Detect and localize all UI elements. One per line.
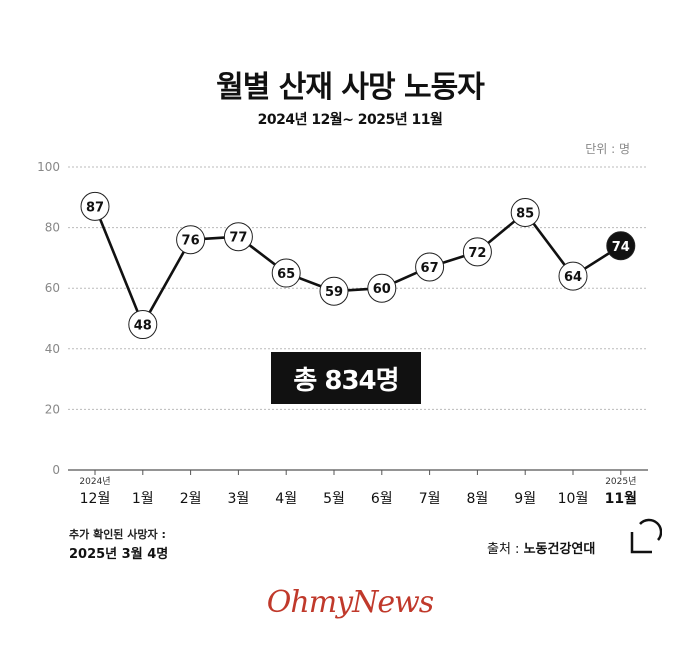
y-tick-label: 40	[45, 342, 60, 356]
total-label: 총 834명	[271, 352, 421, 404]
note-line-2: 2025년 3월 4명	[69, 547, 169, 562]
source-name: 노동건강연대	[523, 542, 596, 557]
data-point	[367, 273, 397, 303]
source-credit: 출처 : 노동건강연대	[487, 538, 595, 557]
ohmynews-logo: OhmyNews	[266, 585, 434, 620]
data-point	[176, 225, 206, 255]
data-point	[558, 261, 588, 291]
x-year-label: 2025년	[605, 476, 636, 487]
data-label: 60	[373, 282, 391, 297]
data-point	[223, 222, 253, 252]
unit-label: 단위 : 명	[585, 142, 630, 156]
y-tick-label: 80	[45, 221, 60, 235]
data-label: 87	[86, 200, 104, 215]
x-tick-label: 7월	[419, 491, 441, 507]
chart-subtitle: 2024년 12월~ 2025년 11월	[257, 112, 443, 128]
data-label: 74	[612, 240, 630, 255]
x-year-label: 2024년	[79, 476, 110, 487]
x-tick-label: 2월	[180, 491, 202, 507]
data-point	[510, 197, 540, 227]
data-label: 77	[229, 231, 247, 246]
data-label: 65	[277, 267, 295, 282]
data-label: 48	[134, 319, 152, 334]
data-label: 85	[516, 206, 534, 221]
data-label: 59	[325, 285, 343, 300]
chart-title: 월별 산재 사망 노동자	[216, 70, 485, 105]
data-point	[271, 258, 301, 288]
data-label: 76	[182, 234, 200, 249]
note-line-1: 추가 확인된 사망자 :	[69, 528, 166, 541]
x-tick-label: 8월	[467, 491, 489, 507]
x-tick-label: 11월	[605, 490, 637, 507]
data-point	[606, 231, 636, 261]
y-tick-label: 20	[45, 402, 60, 416]
data-label: 64	[564, 270, 582, 285]
x-tick-label: 4월	[275, 491, 297, 507]
x-tick-label: 10월	[558, 491, 589, 507]
source-prefix: 출처 :	[487, 542, 524, 557]
data-point	[80, 191, 110, 221]
x-tick-label: 1월	[132, 491, 154, 507]
data-point	[319, 276, 349, 306]
x-tick-label: 9월	[514, 491, 536, 507]
x-tick-label: 12월	[80, 491, 111, 507]
x-tick-label: 5월	[323, 491, 345, 507]
data-label: 67	[421, 261, 439, 276]
x-tick-label: 6월	[371, 491, 393, 507]
source-logo-icon	[630, 518, 662, 554]
x-tick-label: 3월	[228, 491, 250, 507]
data-point	[415, 252, 445, 282]
data-point	[462, 237, 492, 267]
y-tick-label: 100	[37, 160, 60, 174]
y-tick-label: 60	[45, 281, 60, 295]
data-point	[128, 310, 158, 340]
series-line	[93, 205, 622, 326]
data-label: 72	[468, 246, 486, 261]
y-tick-label: 0	[52, 463, 60, 477]
